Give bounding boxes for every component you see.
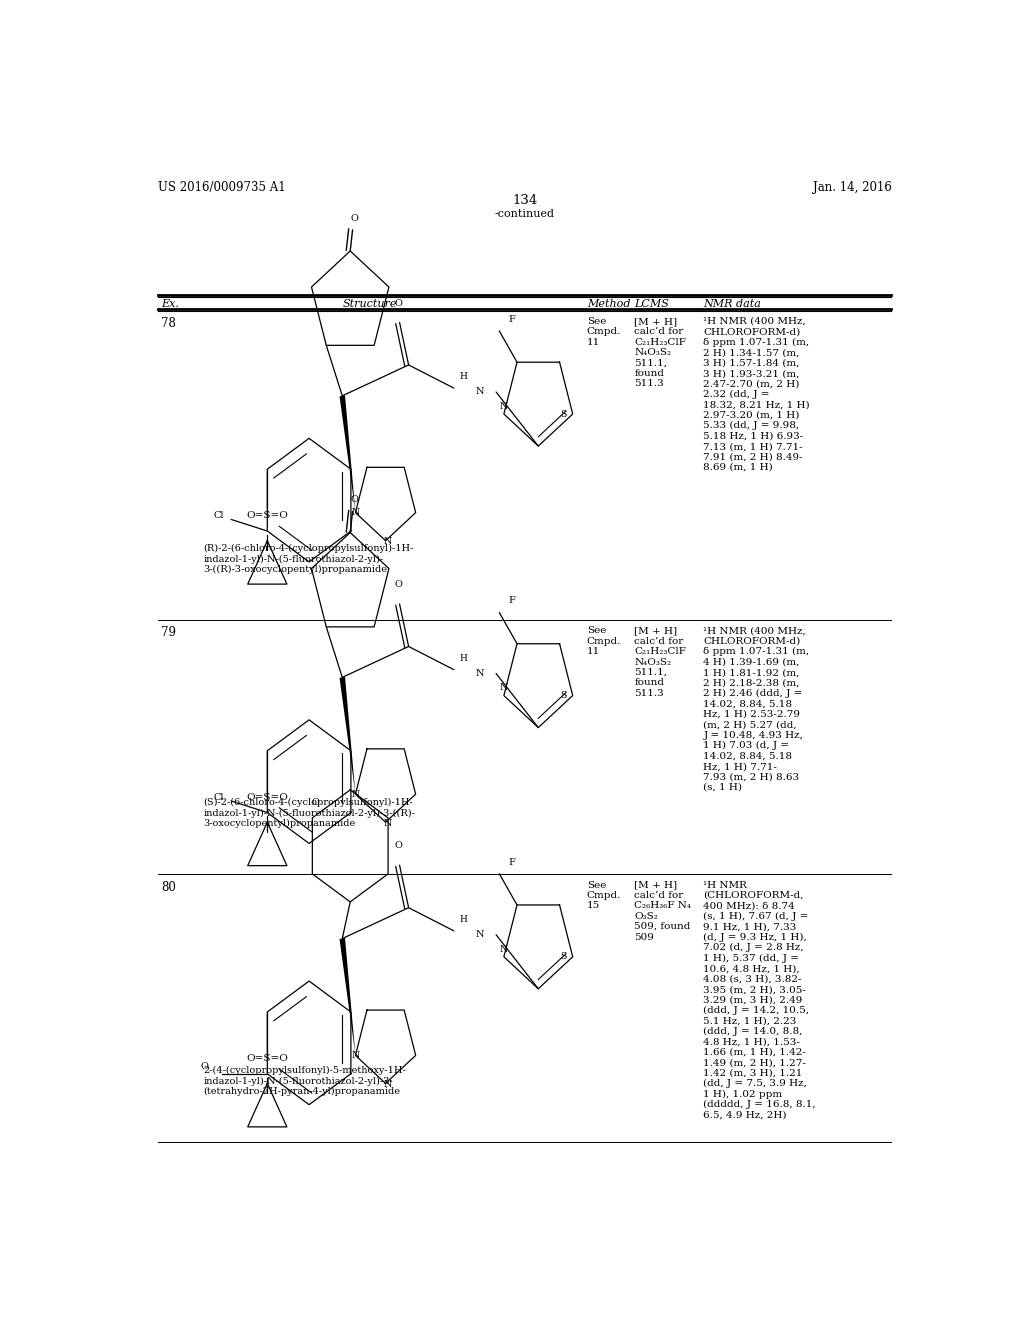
Text: N: N (500, 945, 508, 953)
Polygon shape (340, 395, 355, 512)
Text: N: N (500, 401, 508, 411)
Text: N: N (384, 1080, 392, 1089)
Text: 2-(4-(cyclopropylsulfonyl)-5-methoxy-1H-
indazol-1-yl)-N-(5-fluorothiazol-2-yl)-: 2-(4-(cyclopropylsulfonyl)-5-methoxy-1H-… (204, 1067, 407, 1097)
Text: Cl: Cl (214, 792, 224, 801)
Text: NMR data: NMR data (703, 300, 761, 309)
Text: S: S (560, 409, 567, 418)
Text: H: H (459, 653, 467, 663)
Text: N: N (475, 931, 483, 940)
Text: ¹H NMR (400 MHz,
CHLOROFORM-d)
δ ppm 1.07-1.31 (m,
2 H) 1.34-1.57 (m,
3 H) 1.57-: ¹H NMR (400 MHz, CHLOROFORM-d) δ ppm 1.0… (703, 317, 810, 473)
Text: 80: 80 (162, 880, 176, 894)
Text: N: N (384, 537, 392, 546)
Text: See
Cmpd.
11: See Cmpd. 11 (587, 317, 622, 347)
Text: O=S=O: O=S=O (247, 511, 288, 520)
Text: O=S=O: O=S=O (247, 792, 288, 801)
Text: H: H (459, 372, 467, 381)
Text: N: N (384, 818, 392, 828)
Text: Jan. 14, 2016: Jan. 14, 2016 (813, 181, 892, 194)
Text: (S)-2-(6-chloro-4-(cyclopropylsulfonyl)-1H-
indazol-1-yl)-N-(5-fluorothiazol-2-y: (S)-2-(6-chloro-4-(cyclopropylsulfonyl)-… (204, 799, 416, 829)
Text: N: N (351, 508, 359, 517)
Text: N: N (351, 789, 359, 799)
Text: -continued: -continued (495, 210, 555, 219)
Text: S: S (560, 692, 567, 700)
Text: Cl: Cl (214, 511, 224, 520)
Text: F: F (508, 858, 515, 867)
Text: H: H (459, 915, 467, 924)
Text: See
Cmpd.
15: See Cmpd. 15 (587, 880, 622, 911)
Polygon shape (340, 677, 355, 795)
Text: O: O (311, 799, 319, 807)
Text: LCMS: LCMS (634, 300, 670, 309)
Text: N: N (351, 1051, 359, 1060)
Text: (R)-2-(6-chloro-4-(cyclopropylsulfonyl)-1H-
indazol-1-yl)-N-(5-fluorothiazol-2-y: (R)-2-(6-chloro-4-(cyclopropylsulfonyl)-… (204, 544, 414, 574)
Text: ¹H NMR
(CHLOROFORM-d,
400 MHz): δ 8.74
(s, 1 H), 7.67 (d, J =
9.1 Hz, 1 H), 7.33: ¹H NMR (CHLOROFORM-d, 400 MHz): δ 8.74 (… (703, 880, 816, 1119)
Text: 79: 79 (162, 627, 176, 639)
Text: O: O (350, 495, 358, 504)
Text: O: O (394, 581, 402, 589)
Text: 78: 78 (162, 317, 176, 330)
Text: N: N (475, 669, 483, 678)
Text: O: O (200, 1061, 208, 1071)
Text: [M + H]
calc’d for
C₂₁H₂₃ClF
N₄O₃S₂
511.1,
found
511.3: [M + H] calc’d for C₂₁H₂₃ClF N₄O₃S₂ 511.… (634, 627, 686, 698)
Text: O: O (394, 298, 402, 308)
Text: [M + H]
calc’d for
C₂₆H₃₆F N₄
O₃S₂
509, found
509: [M + H] calc’d for C₂₆H₃₆F N₄ O₃S₂ 509, … (634, 880, 691, 941)
Text: US 2016/0009735 A1: US 2016/0009735 A1 (158, 181, 286, 194)
Text: O: O (394, 841, 402, 850)
Text: See
Cmpd.
11: See Cmpd. 11 (587, 627, 622, 656)
Text: F: F (508, 315, 515, 323)
Text: 134: 134 (512, 194, 538, 207)
Text: S: S (560, 952, 567, 961)
Polygon shape (340, 939, 355, 1056)
Text: O=S=O: O=S=O (247, 1053, 288, 1063)
Text: N: N (500, 684, 508, 692)
Text: ¹H NMR (400 MHz,
CHLOROFORM-d)
δ ppm 1.07-1.31 (m,
4 H) 1.39-1.69 (m,
1 H) 1.81-: ¹H NMR (400 MHz, CHLOROFORM-d) δ ppm 1.0… (703, 627, 810, 792)
Text: Structure: Structure (343, 300, 397, 309)
Text: Ex.: Ex. (162, 300, 179, 309)
Text: N: N (475, 388, 483, 396)
Text: O: O (350, 214, 358, 223)
Text: [M + H]
calc’d for
C₂₁H₂₃ClF
N₄O₃S₂
511.1,
found
511.3: [M + H] calc’d for C₂₁H₂₃ClF N₄O₃S₂ 511.… (634, 317, 686, 388)
Text: F: F (508, 597, 515, 606)
Text: Method: Method (587, 300, 630, 309)
